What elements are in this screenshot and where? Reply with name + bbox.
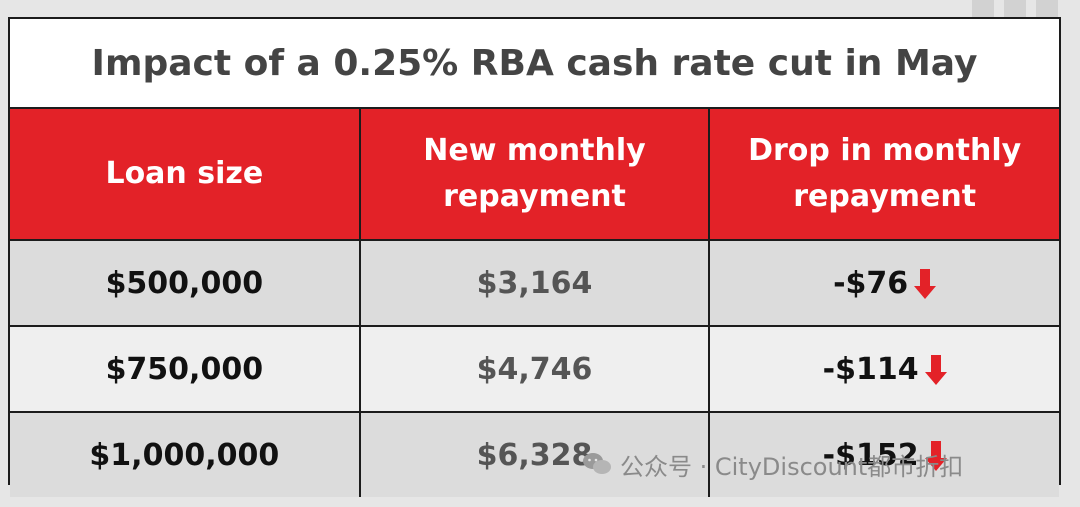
rate-cut-table-card: Impact of a 0.25% RBA cash rate cut in M… bbox=[8, 17, 1061, 497]
loan-size-cell: $500,000 bbox=[10, 239, 361, 327]
header-drop-in-monthly-repayment: Drop in monthly repayment bbox=[708, 109, 1059, 241]
repayment-table: Loan size New monthly repayment Drop in … bbox=[10, 109, 1059, 497]
table-row: $750,000 $4,746 -$114 bbox=[10, 325, 1059, 413]
new-repayment-cell: $4,746 bbox=[358, 325, 711, 413]
header-loan-size: Loan size bbox=[10, 109, 361, 241]
header-row: Loan size New monthly repayment Drop in … bbox=[10, 109, 1059, 241]
watermark: 公众号 · CityDiscount都市折扣 bbox=[582, 448, 964, 481]
new-repayment-cell: $3,164 bbox=[358, 239, 711, 327]
drop-amount: -$114 bbox=[822, 351, 919, 387]
loan-size-cell: $1,000,000 bbox=[10, 411, 361, 497]
background-decoration bbox=[958, 0, 1058, 18]
loan-size-cell: $750,000 bbox=[10, 325, 361, 413]
drop-amount: -$76 bbox=[833, 265, 909, 301]
watermark-text: 公众号 · CityDiscount都市折扣 bbox=[620, 452, 964, 481]
header-new-monthly-repayment: New monthly repayment bbox=[358, 109, 711, 241]
table-row: $500,000 $3,164 -$76 bbox=[10, 239, 1059, 327]
drop-cell: -$76 bbox=[708, 239, 1059, 327]
arrow-down-icon bbox=[924, 441, 947, 471]
table-title: Impact of a 0.25% RBA cash rate cut in M… bbox=[10, 19, 1059, 109]
drop-amount: -$152 bbox=[822, 437, 919, 473]
drop-cell: -$152 bbox=[708, 411, 1059, 497]
wechat-logo-icon bbox=[583, 453, 611, 474]
arrow-down-icon bbox=[924, 355, 947, 385]
new-repayment-cell: $6,328 bbox=[358, 411, 711, 497]
arrow-down-icon bbox=[914, 269, 937, 299]
drop-cell: -$114 bbox=[708, 325, 1059, 413]
table-row: $1,000,000 $6,328 -$152 bbox=[10, 411, 1059, 497]
